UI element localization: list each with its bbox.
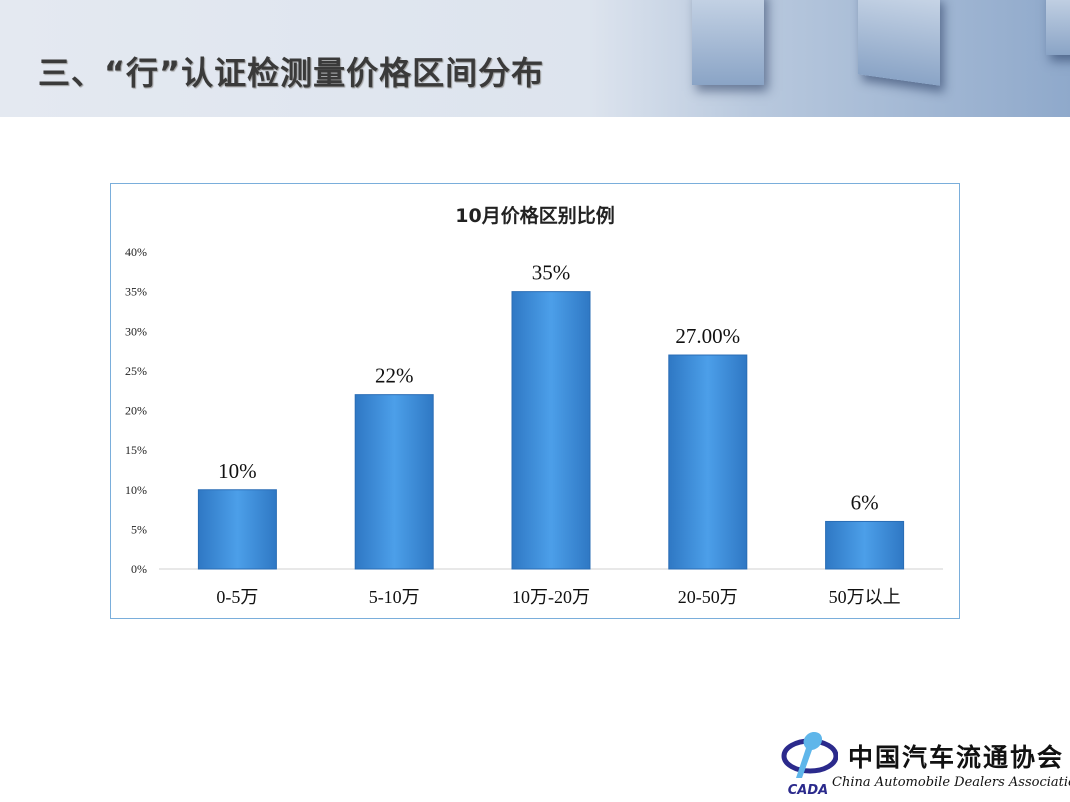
y-tick-label: 0% bbox=[131, 562, 147, 576]
chart-container: 10月价格区别比例 0% 5% 10% 15% 20% 25% 30% 35% 40% 10% 0… bbox=[110, 183, 960, 619]
bar bbox=[668, 354, 748, 570]
slide-header: 三、“行”认证检测量价格区间分布 bbox=[0, 0, 1070, 117]
y-tick-label: 40% bbox=[125, 245, 147, 259]
data-label: 22% bbox=[375, 364, 414, 388]
bar bbox=[825, 520, 905, 570]
data-label: 35% bbox=[532, 261, 571, 285]
svg-text:CADA: CADA bbox=[788, 783, 828, 798]
x-tick-label: 0-5万 bbox=[216, 587, 258, 607]
logo-name-en: China Automobile Dealers Association bbox=[832, 775, 1070, 790]
cada-logo: CADA 中国汽车流通协会 China Automobile Dealers A… bbox=[778, 728, 1070, 798]
chart-title: 10月价格区别比例 bbox=[455, 204, 614, 227]
decorative-cube bbox=[1046, 0, 1070, 55]
bar bbox=[354, 394, 434, 570]
y-tick-label: 30% bbox=[125, 324, 147, 338]
cada-emblem-icon: CADA bbox=[781, 732, 838, 798]
y-tick-label: 35% bbox=[125, 285, 147, 299]
y-tick-label: 10% bbox=[125, 483, 147, 497]
x-tick-label: 50万以上 bbox=[829, 587, 901, 607]
data-label: 6% bbox=[851, 490, 879, 514]
logo-name-cn: 中国汽车流通协会 bbox=[848, 743, 1065, 772]
bar-chart: 10月价格区别比例 0% 5% 10% 15% 20% 25% 30% 35% 40% 10% 0… bbox=[125, 204, 943, 607]
decorative-cube bbox=[692, 0, 764, 85]
bar bbox=[511, 291, 591, 570]
y-tick-label: 5% bbox=[131, 522, 147, 536]
page-title: 三、“行”认证检测量价格区间分布 bbox=[38, 54, 545, 92]
data-label: 10% bbox=[218, 459, 257, 483]
y-tick-label: 20% bbox=[125, 404, 147, 418]
bar bbox=[197, 489, 277, 570]
x-tick-label: 10万-20万 bbox=[512, 587, 590, 607]
decorative-cube bbox=[858, 0, 940, 86]
data-label: 27.00% bbox=[675, 324, 740, 348]
x-tick-label: 5-10万 bbox=[369, 587, 420, 607]
y-tick-label: 25% bbox=[125, 364, 147, 378]
y-tick-label: 15% bbox=[125, 443, 147, 457]
x-tick-label: 20-50万 bbox=[678, 587, 738, 607]
